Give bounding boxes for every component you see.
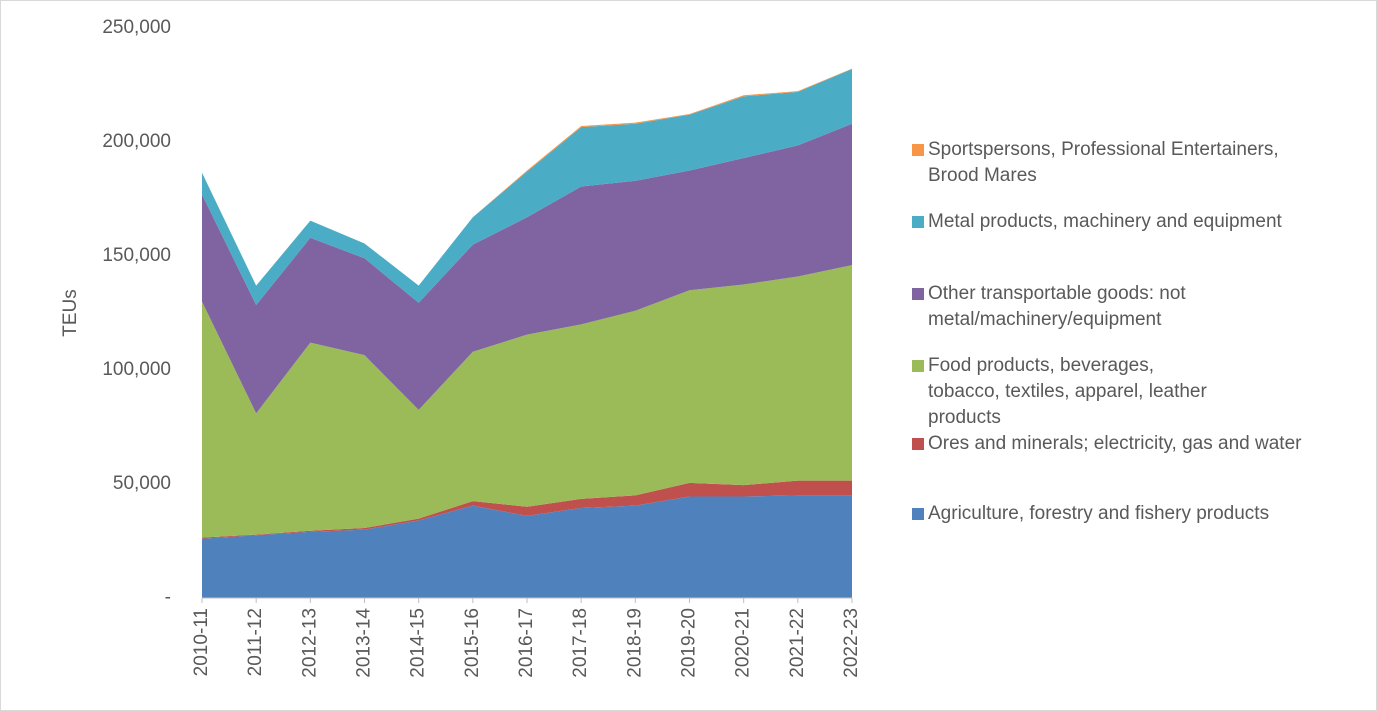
x-tick-label: 2020-21 [733,608,754,678]
y-tick-label: 200,000 [102,131,171,152]
legend-entry: Ores and minerals; electricity, gas and … [912,431,1352,457]
legend-swatch [912,216,924,228]
x-tick-label: 2012-13 [299,608,320,678]
x-tick-label: 2019-20 [679,608,700,678]
legend-label: Agriculture, forestry and fishery produc… [928,503,1270,524]
legend-entry: Other transportable goods: not metal/mac… [912,281,1352,333]
legend-label: Metal products, machinery and equipment [928,211,1282,232]
area [202,480,852,539]
legend-swatch [912,144,924,156]
legend-entry: Food products, beverages, tobacco, texti… [912,353,1212,431]
x-tick-label: 2011-12 [245,608,266,676]
y-tick-label: 150,000 [102,245,171,266]
x-tick-label: 2017-18 [570,608,591,678]
x-tick-label: 2015-16 [462,608,483,678]
legend-label: Sportspersons, Professional Entertainers… [928,139,1279,186]
x-tick-label: 2014-15 [408,608,429,678]
x-tick-label: 2010-11 [191,608,212,676]
area [202,265,852,538]
y-tick-label: 50,000 [113,473,171,494]
legend-label: Food products, beverages, tobacco, texti… [928,355,1207,428]
y-tick-label: 100,000 [102,359,171,380]
legend-swatch [912,438,924,450]
area [202,495,852,598]
legend-swatch [912,360,924,372]
x-tick-label: 2016-17 [516,608,537,678]
legend-label: Ores and minerals; electricity, gas and … [928,433,1302,454]
legend-swatch [912,508,924,520]
legend-entry: Agriculture, forestry and fishery produc… [912,501,1352,527]
y-tick-label: - [165,587,171,608]
area [202,123,852,414]
legend-swatch [912,288,924,300]
legend-entry: Sportspersons, Professional Entertainers… [912,137,1292,189]
x-tick-label: 2022-23 [841,608,862,678]
legend-label: Other transportable goods: not metal/mac… [928,283,1186,330]
legend-entry: Metal products, machinery and equipment [912,209,1352,235]
x-tick-label: 2013-14 [354,608,375,678]
x-tick-label: 2018-19 [624,608,645,678]
y-tick-label: 250,000 [102,17,171,38]
y-axis-label: TEUs [60,289,81,337]
x-tick-label: 2021-22 [787,608,808,678]
area [202,69,852,306]
